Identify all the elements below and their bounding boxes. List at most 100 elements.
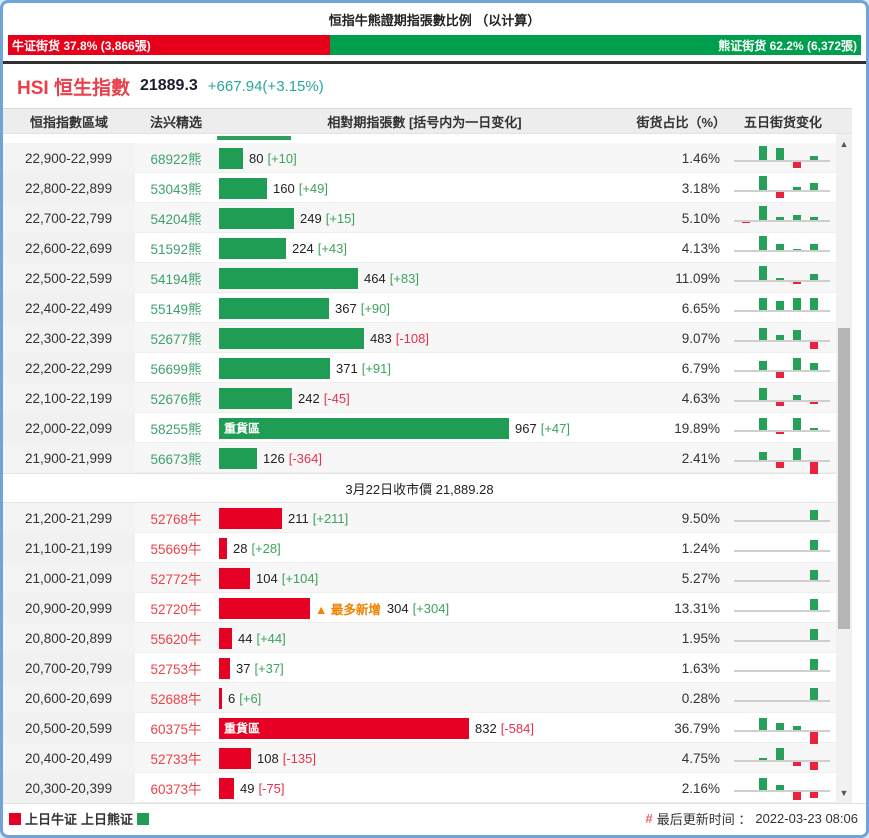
column-scroll-indicator[interactable] bbox=[217, 136, 291, 140]
heavy-zone-label: 重貨區 bbox=[224, 721, 261, 736]
column-header-range: 恒指指數區域 bbox=[29, 114, 108, 130]
scroll-up-icon[interactable]: ▲ bbox=[839, 139, 849, 149]
bear-ratio-label: 熊证街货 62.2% (6,372張) bbox=[718, 38, 857, 53]
scrollbar-thumb[interactable] bbox=[838, 328, 850, 630]
warrant-code: 52688牛 bbox=[150, 692, 202, 707]
five-day-sparkline bbox=[730, 233, 836, 263]
sparkline-bar bbox=[810, 462, 818, 474]
sparkline-baseline bbox=[734, 730, 830, 732]
outstanding-value: 49 bbox=[240, 780, 255, 796]
sparkline-bar bbox=[776, 402, 784, 406]
index-range: 20,900-20,999 bbox=[3, 593, 135, 623]
table-row[interactable]: 20,400-20,499 52733牛 108 [-135] 4.75% bbox=[3, 743, 836, 773]
outstanding-bar-cell: 104 [+104] bbox=[217, 563, 632, 593]
five-day-sparkline bbox=[730, 743, 836, 773]
table-row[interactable]: 20,600-20,699 52688牛 6 [+6] 0.28% bbox=[3, 683, 836, 713]
sparkline-bar bbox=[759, 718, 767, 730]
index-range: 20,700-20,799 bbox=[3, 653, 135, 683]
indicator-strip bbox=[3, 134, 836, 143]
table-row[interactable]: 22,900-22,999 68922熊 80 [+10] 1.46% bbox=[3, 143, 836, 173]
close-price-divider: 3月22日收市價 21,889.28 bbox=[3, 473, 836, 503]
table-row[interactable]: 20,900-20,999 52720牛 ▲ 最多新增 304 [+304] 1… bbox=[3, 593, 836, 623]
outstanding-value: 37 bbox=[236, 660, 251, 676]
index-range: 22,800-22,899 bbox=[3, 173, 135, 203]
one-day-change: [+44] bbox=[256, 630, 286, 646]
sparkline-bar bbox=[759, 328, 767, 340]
index-range: 20,800-20,899 bbox=[3, 623, 135, 653]
table-row[interactable]: 22,100-22,199 52676熊 242 [-45] 4.63% bbox=[3, 383, 836, 413]
one-day-change: [+10] bbox=[267, 150, 297, 166]
five-day-sparkline bbox=[730, 653, 836, 683]
bear-ratio-segment: 熊证街货 62.2% (6,372張) bbox=[330, 35, 861, 55]
outstanding-bar-cell: 371 [+91] bbox=[217, 353, 632, 383]
five-day-sparkline bbox=[730, 413, 836, 443]
table-row[interactable]: 20,800-20,899 55620牛 44 [+44] 1.95% bbox=[3, 623, 836, 653]
outstanding-bar bbox=[219, 387, 292, 409]
table-row[interactable]: 20,500-20,599 60375牛 重貨區 832 [-584] 36.7… bbox=[3, 713, 836, 744]
outstanding-value: 304 bbox=[386, 600, 409, 616]
section-divider bbox=[3, 61, 866, 64]
sparkline-baseline bbox=[734, 250, 830, 252]
outstanding-bar-cell: 249 [+15] bbox=[217, 203, 632, 233]
outstanding-bar-cell: 44 [+44] bbox=[217, 623, 632, 653]
table-row[interactable]: 21,900-21,999 56673熊 126 [-364] 2.41% bbox=[3, 443, 836, 474]
one-day-change: [-108] bbox=[395, 330, 429, 346]
table-row[interactable]: 22,300-22,399 52677熊 483 [-108] 9.07% bbox=[3, 323, 836, 353]
footer: 上日牛证 上日熊证 # 最后更新时间 ： 2022-03-23 08:06 bbox=[3, 803, 866, 833]
table-row[interactable]: 21,000-21,099 52772牛 104 [+104] 5.27% bbox=[3, 563, 836, 593]
one-day-change: [+211] bbox=[312, 510, 349, 526]
five-day-sparkline bbox=[730, 143, 836, 173]
table-row[interactable]: 20,300-20,399 60373牛 49 [-75] 2.16% bbox=[3, 773, 836, 803]
outstanding-percent: 2.41% bbox=[681, 450, 720, 466]
table-row[interactable]: 22,200-22,299 56699熊 371 [+91] 6.79% bbox=[3, 353, 836, 383]
table-row[interactable]: 22,500-22,599 54194熊 464 [+83] 11.09% bbox=[3, 263, 836, 293]
scroll-down-icon[interactable]: ▼ bbox=[839, 788, 849, 798]
outstanding-percent: 1.24% bbox=[681, 540, 720, 556]
outstanding-percent: 19.89% bbox=[674, 420, 720, 436]
bear-legend-swatch-icon bbox=[137, 812, 150, 825]
index-range: 22,900-22,999 bbox=[3, 143, 135, 173]
table-row[interactable]: 22,000-22,099 58255熊 重貨區 967 [+47] 19.89… bbox=[3, 413, 836, 443]
index-range: 20,400-20,499 bbox=[3, 743, 135, 773]
one-day-change: [+6] bbox=[239, 690, 262, 706]
outstanding-percent: 1.95% bbox=[681, 630, 720, 646]
sparkline-bar bbox=[810, 599, 818, 610]
outstanding-percent: 4.75% bbox=[681, 750, 720, 766]
outstanding-percent: 13.31% bbox=[674, 600, 720, 616]
outstanding-bar-cell: 367 [+90] bbox=[217, 293, 632, 323]
five-day-sparkline bbox=[730, 503, 836, 533]
scrollbar[interactable]: ▲ ▼ bbox=[836, 134, 852, 803]
table-row[interactable]: 22,400-22,499 55149熊 367 [+90] 6.65% bbox=[3, 293, 836, 323]
outstanding-bar bbox=[219, 237, 286, 259]
outstanding-percent: 0.28% bbox=[681, 690, 720, 706]
hash-icon: # bbox=[645, 811, 653, 826]
five-day-sparkline bbox=[730, 173, 836, 203]
table-header: 恒指指數區域 法兴精选 相對期指張數 [括号内为一日变化] 街货占比（%） 五日… bbox=[3, 108, 852, 134]
table-row[interactable]: 21,100-21,199 55669牛 28 [+28] 1.24% bbox=[3, 533, 836, 563]
sparkline-baseline bbox=[734, 640, 830, 642]
index-range: 21,100-21,199 bbox=[3, 533, 135, 563]
table-row[interactable]: 22,700-22,799 54204熊 249 [+15] 5.10% bbox=[3, 203, 836, 233]
table-row[interactable]: 22,600-22,699 51592熊 224 [+43] 4.13% bbox=[3, 233, 836, 263]
table-row[interactable]: 20,700-20,799 52753牛 37 [+37] 1.63% bbox=[3, 653, 836, 683]
sparkline-bar bbox=[742, 222, 750, 223]
warrant-code: 52753牛 bbox=[150, 662, 202, 677]
outstanding-bar bbox=[219, 627, 232, 649]
sparkline-bar bbox=[793, 249, 801, 250]
outstanding-bar-cell: 224 [+43] bbox=[217, 233, 632, 263]
one-day-change: [+15] bbox=[325, 210, 355, 226]
one-day-change: [+49] bbox=[298, 180, 328, 196]
table-row[interactable]: 21,200-21,299 52768牛 211 [+211] 9.50% bbox=[3, 503, 836, 533]
five-day-sparkline bbox=[730, 323, 836, 353]
outstanding-bar-cell: 重貨區 967 [+47] bbox=[217, 413, 632, 443]
warrant-code: 55149熊 bbox=[150, 302, 202, 317]
five-day-sparkline bbox=[730, 683, 836, 713]
warrant-code: 68922熊 bbox=[150, 152, 202, 167]
index-range: 21,900-21,999 bbox=[3, 443, 135, 473]
table-row[interactable]: 22,800-22,899 53043熊 160 [+49] 3.18% bbox=[3, 173, 836, 203]
one-day-change: [+37] bbox=[254, 660, 284, 676]
sparkline-bar bbox=[759, 266, 767, 280]
warrant-code: 60375牛 bbox=[150, 722, 202, 737]
index-summary: HSI 恒生指數 21889.3 +667.94(+3.15%) bbox=[3, 64, 866, 108]
sparkline-baseline bbox=[734, 400, 830, 402]
